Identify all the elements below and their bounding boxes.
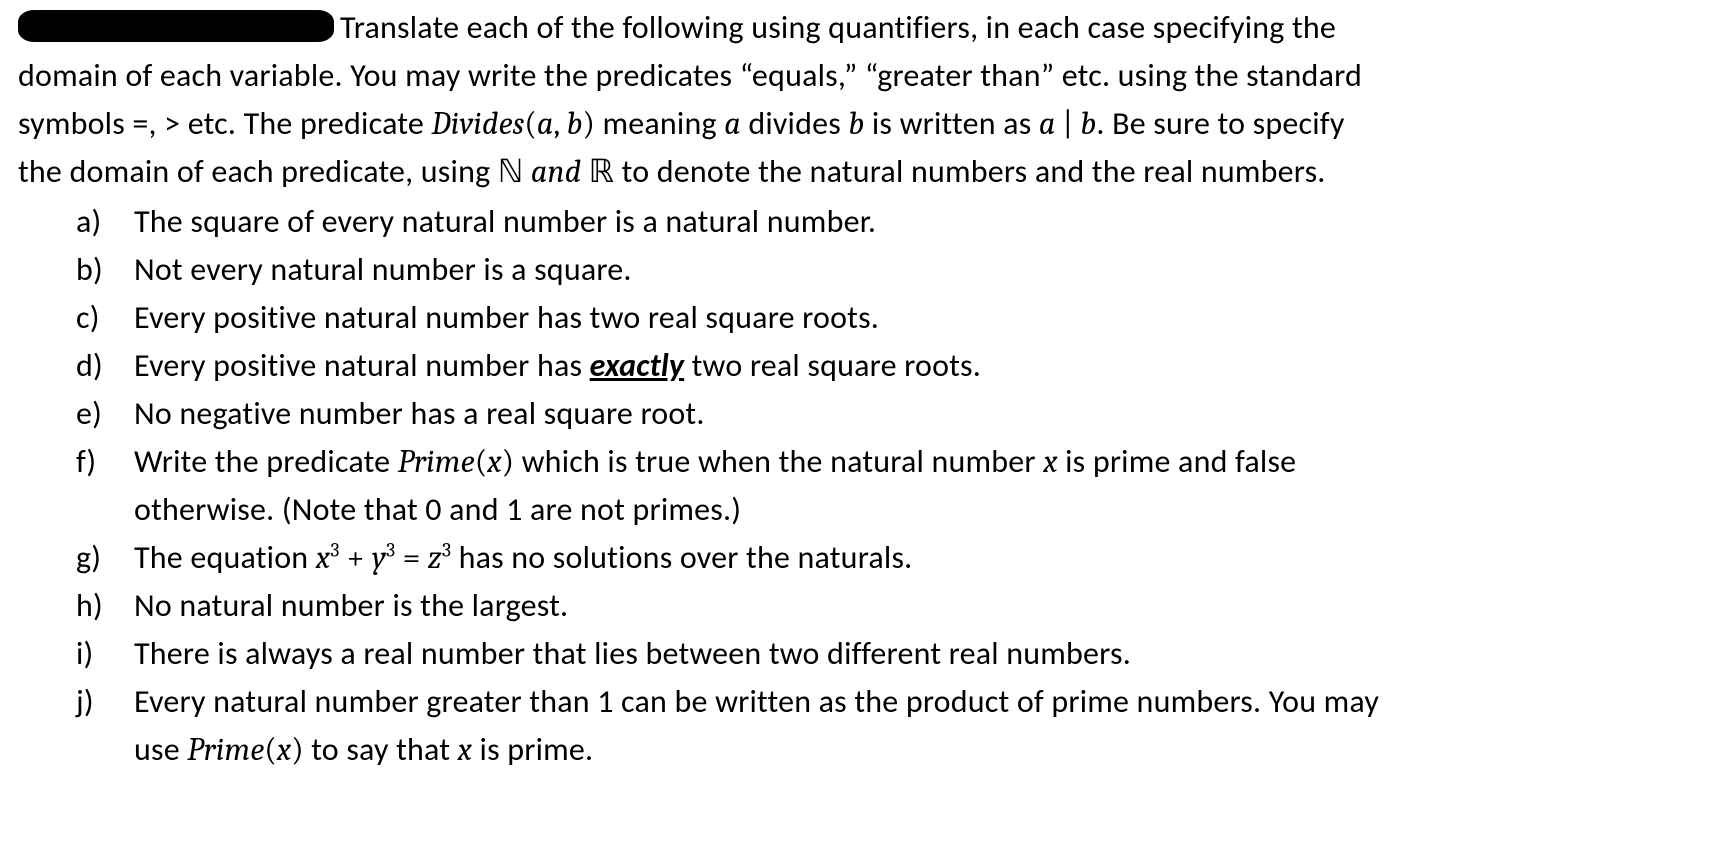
item-text: Every positive natural number has two re… [134,298,879,337]
item-text-2: otherwise. (Note that 0 and 1 are not pr… [134,490,741,529]
item-text: No negative number has a real square roo… [134,394,705,433]
predicate-prime-name: Prime [398,443,475,480]
item-text-2d: to say that [304,730,458,769]
var-x: x [316,539,330,576]
item-text-pre: Every positive natural number has [134,346,590,385]
var-x: x [487,443,501,480]
item-text-a: The equation [134,538,316,577]
item-a: a) The square of every natural number is… [76,198,1708,246]
item-marker: d) [76,342,122,390]
var-z: z [428,539,442,576]
emphasis-exactly: exactly [590,346,685,385]
item-marker: b) [76,246,122,294]
redacted-block [18,10,334,42]
intro-line-4b: to denote the natural numbers and the re… [614,152,1325,191]
question-list: a) The square of every natural number is… [18,198,1708,774]
comma: , [554,105,567,142]
item-i: i) There is always a real number that li… [76,630,1708,678]
item-text-1e: is prime and false [1058,442,1297,481]
intro-line-4a: the domain of each predicate, using [18,152,498,191]
paren-open: ( [264,731,276,768]
symbol-reals: ℝ [589,153,615,190]
item-text-2e: is prime. [472,730,593,769]
intro-line-1: Translate each of the following using qu… [340,8,1336,47]
item-text-2a: use [134,730,187,769]
item-text: No natural number is the largest. [134,586,568,625]
item-marker: c) [76,294,122,342]
exp-3: 3 [386,538,395,561]
intro-line-3mid: divides [741,104,848,143]
item-text-line-1: Every natural number greater than 1 can … [134,682,1379,721]
item-marker: h) [76,582,122,630]
item-d: d) Every positive natural number has exa… [76,342,1708,390]
exp-3: 3 [442,538,451,561]
item-text-post: two real square roots. [684,346,981,385]
item-text-1a: Write the predicate [134,442,398,481]
paren-open: ( [475,443,487,480]
predicate-divides-name: Divides [431,105,524,142]
intro-line-3b: meaning [595,104,724,143]
var-y: y [372,539,386,576]
item-text: The square of every natural number is a … [134,202,876,241]
var-a-2: a [724,105,741,142]
paren-open: ( [524,105,536,142]
item-marker: a) [76,198,122,246]
symbol-naturals: ℕ [498,153,524,190]
item-c: c) Every positive natural number has two… [76,294,1708,342]
problem-intro: Translate each of the following using qu… [18,4,1708,196]
item-text-1d: which is true when the natural number [514,442,1043,481]
divides-bar: | [1056,105,1081,142]
item-b: b) Not every natural number is a square. [76,246,1708,294]
var-x-2: x [1043,443,1057,480]
intro-line-3d: . Be sure to specify [1096,104,1344,143]
intro-line-2: domain of each variable. You may write t… [18,56,1362,95]
plus-sign: + [340,539,372,576]
var-a: a [537,105,554,142]
item-marker: g) [76,534,122,582]
predicate-prime-name: Prime [187,731,264,768]
intro-line-3c: is written as [864,104,1038,143]
item-marker: i) [76,630,122,678]
item-text-b: has no solutions over the naturals. [451,538,912,577]
item-e: e) No negative number has a real square … [76,390,1708,438]
var-b-3: b [1080,105,1096,142]
paren-close: ) [583,105,595,142]
intro-line-3a: symbols =, > etc. The predicate [18,104,431,143]
equals-sign: = [395,539,427,576]
item-j: j) Every natural number greater than 1 c… [76,678,1708,774]
item-f: f) Write the predicate Prime(x) which is… [76,438,1708,534]
var-x-2: x [458,731,472,768]
exp-3: 3 [330,538,339,561]
and-word: and [524,153,589,190]
item-h: h) No natural number is the largest. [76,582,1708,630]
item-marker: e) [76,390,122,438]
var-b: b [567,105,583,142]
item-marker: f) [76,438,122,486]
var-b-2: b [848,105,864,142]
item-marker: j) [76,678,122,726]
var-a-3: a [1039,105,1056,142]
item-text: Not every natural number is a square. [134,250,632,289]
var-x: x [277,731,291,768]
paren-close: ) [502,443,514,480]
item-g: g) The equation x3 + y3 = z3 has no solu… [76,534,1708,582]
item-text: There is always a real number that lies … [134,634,1131,673]
paren-close: ) [291,731,303,768]
